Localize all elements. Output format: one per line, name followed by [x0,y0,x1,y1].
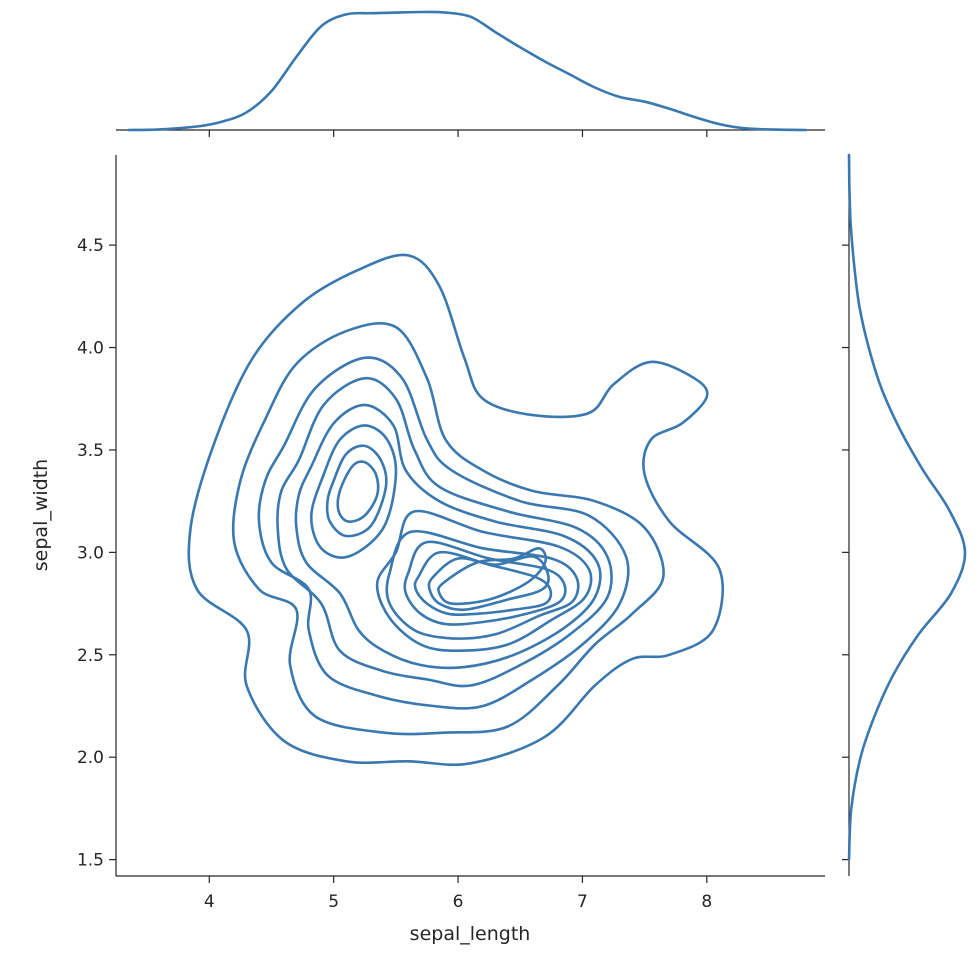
y-tick-label: 3.0 [77,543,104,563]
marginal-x-axes [116,10,825,137]
kde-contour-8 [385,529,580,640]
kde-contour-9 [336,460,380,524]
kde-contour-10 [403,540,567,626]
joint-kde-axes: 4 5 6 7 8 1.5 2.0 2.5 3.0 3.5 4.0 4.5 sepal_length… [30,155,825,945]
kde-contour-7 [325,444,388,538]
kde-contour-0 [187,253,725,767]
y-axis-label: sepal_width [30,459,52,571]
y-ticks: 1.5 2.0 2.5 3.0 3.5 4.0 4.5 [77,236,116,871]
x-axis-label: sepal_length [410,923,531,945]
y-tick-label: 4.0 [77,339,104,359]
marginal-y-ticks [842,244,849,861]
marginal-x-kde-line [127,10,808,132]
kde-contour-5 [309,424,398,559]
kde-contour-12 [427,555,550,612]
y-tick-label: 2.0 [77,748,104,768]
kde-contour-6 [375,509,593,652]
kde-contour-3 [276,376,613,688]
x-tick-label: 6 [453,892,464,912]
x-tick-label: 5 [328,892,339,912]
marginal-x-ticks [208,130,708,137]
y-tick-label: 4.5 [77,236,104,256]
x-tick-label: 7 [577,892,588,912]
kde-contours [187,253,725,767]
marginal-y-axes [842,153,967,876]
x-tick-label: 8 [701,892,712,912]
kde-contour-4 [294,403,602,670]
kde-contour-1 [231,321,665,736]
y-tick-label: 2.5 [77,646,104,666]
x-tick-label: 4 [204,892,215,912]
marginal-y-kde-line [847,153,967,861]
y-tick-label: 1.5 [77,851,104,871]
x-ticks: 4 5 6 7 8 [204,876,712,912]
kde-contour-13 [437,547,548,606]
y-tick-label: 3.5 [77,441,104,461]
